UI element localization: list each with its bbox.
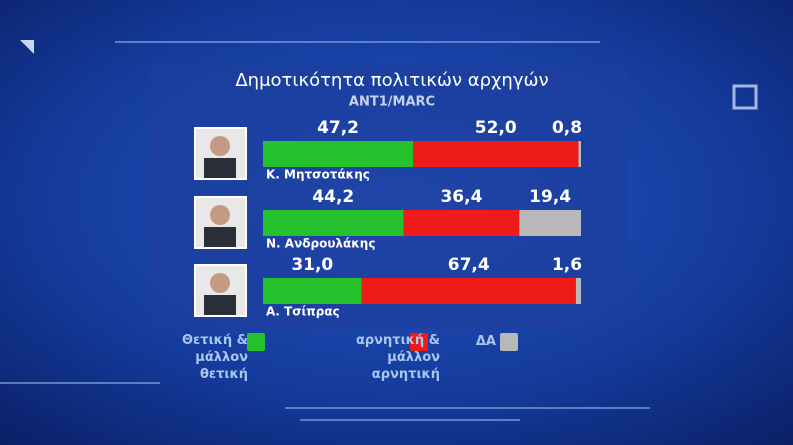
- photos: [194, 127, 247, 317]
- bar-segment: [263, 278, 362, 304]
- bar-segment: [263, 210, 404, 236]
- bar-segment: [361, 278, 576, 304]
- value-label: 0,8: [552, 118, 582, 138]
- bar-segment: [403, 210, 520, 236]
- value-label: 52,0: [475, 118, 517, 138]
- legend-label: αρνητική & μάλλον αρνητική: [355, 333, 440, 382]
- value-label: 31,0: [291, 255, 333, 275]
- value-label: 1,6: [552, 255, 582, 275]
- category-label: Α. Τσίπρας: [266, 305, 340, 319]
- legend-label: ΔΑ: [475, 334, 496, 349]
- value-label: 36,4: [440, 187, 482, 207]
- legend-swatch: [500, 333, 518, 351]
- legend-swatch: [410, 333, 428, 351]
- chart-subtitle: ANT1/MARC: [349, 95, 435, 110]
- bar-segment: [519, 210, 581, 236]
- value-label: 44,2: [312, 187, 354, 207]
- bar-segment: [578, 141, 581, 167]
- category-label: Κ. Μητσοτάκης: [266, 168, 370, 182]
- decoration-triangle: [20, 40, 34, 54]
- chart-title: Δημοτικότητα πολιτικών αρχηγών: [235, 70, 548, 91]
- value-label: 19,4: [529, 187, 571, 207]
- decoration-square: [732, 84, 758, 110]
- bar-segment: [575, 278, 581, 304]
- value-label: 67,4: [448, 255, 490, 275]
- decoration: [0, 41, 650, 421]
- panel: [150, 65, 627, 327]
- legend-label: Θετική & μάλλον θετική: [181, 333, 248, 382]
- category-label: Ν. Ανδρουλάκης: [266, 237, 375, 251]
- bar-segment: [263, 141, 414, 167]
- bar-segment: [413, 141, 579, 167]
- value-label: 47,2: [317, 118, 359, 138]
- legend-swatch: [247, 333, 265, 351]
